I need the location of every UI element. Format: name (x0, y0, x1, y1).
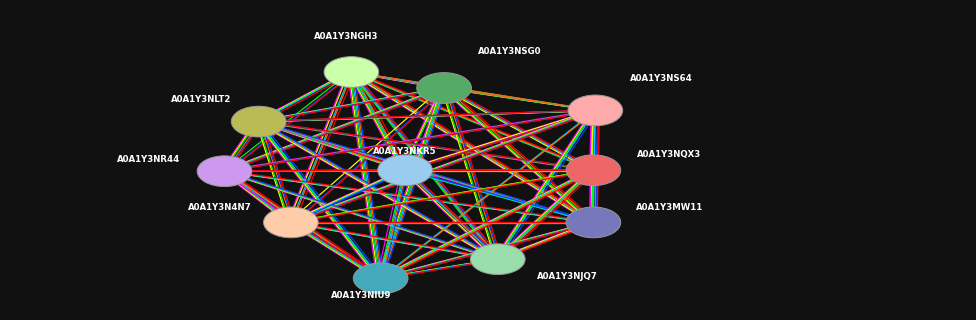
Ellipse shape (264, 207, 318, 238)
Text: A0A1Y3NGH3: A0A1Y3NGH3 (314, 32, 379, 41)
Ellipse shape (378, 155, 432, 186)
Ellipse shape (231, 106, 286, 137)
Text: A0A1Y3NSG0: A0A1Y3NSG0 (478, 47, 542, 56)
Text: A0A1Y3MW11: A0A1Y3MW11 (636, 203, 704, 212)
Ellipse shape (417, 73, 471, 103)
Text: A0A1Y3NIU9: A0A1Y3NIU9 (331, 292, 391, 300)
Ellipse shape (197, 156, 252, 187)
Text: A0A1Y3NR44: A0A1Y3NR44 (117, 155, 181, 164)
Text: A0A1Y3NKR5: A0A1Y3NKR5 (373, 147, 437, 156)
Ellipse shape (566, 155, 621, 186)
Ellipse shape (470, 244, 525, 275)
Text: A0A1Y3NLT2: A0A1Y3NLT2 (171, 95, 231, 104)
Text: A0A1Y3NJQ7: A0A1Y3NJQ7 (537, 272, 597, 281)
Ellipse shape (568, 95, 623, 126)
Ellipse shape (353, 263, 408, 294)
Text: A0A1Y3NS64: A0A1Y3NS64 (630, 74, 692, 83)
Text: A0A1Y3N4N7: A0A1Y3N4N7 (188, 203, 252, 212)
Ellipse shape (566, 207, 621, 238)
Text: A0A1Y3NQX3: A0A1Y3NQX3 (637, 150, 702, 159)
Ellipse shape (324, 57, 379, 87)
